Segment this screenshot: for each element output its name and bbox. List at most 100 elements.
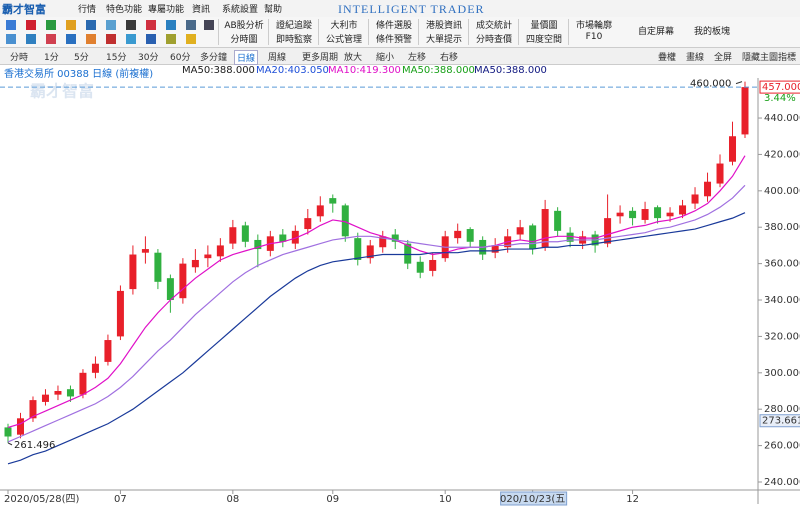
- period-button[interactable]: 縮小: [376, 53, 395, 63]
- toolbar-button[interactable]: 自定屏幕: [637, 27, 674, 37]
- toolbar-button[interactable]: 四度空間: [525, 35, 562, 45]
- candle-body: [191, 259, 199, 268]
- candle-body: [166, 278, 174, 301]
- candle-body: [116, 290, 124, 337]
- period-button[interactable]: 周線: [268, 53, 287, 63]
- period-button[interactable]: 5分: [74, 53, 89, 63]
- change-label: 3.44%: [764, 93, 796, 104]
- toolbar-button[interactable]: 公式管理: [325, 35, 362, 45]
- candle-body: [354, 238, 362, 260]
- toolbar-button[interactable]: F10: [585, 32, 603, 42]
- toolbar-button[interactable]: 證紀追蹤: [275, 21, 312, 31]
- toolbar-button[interactable]: 分時圖: [230, 35, 258, 45]
- annotation-label: 261.496: [14, 440, 55, 451]
- candle-body: [604, 218, 612, 244]
- candle-body: [104, 340, 112, 362]
- candle-body: [79, 372, 87, 395]
- menu-item[interactable]: 專屬功能: [148, 5, 185, 15]
- menu-item[interactable]: 資訊: [192, 5, 211, 15]
- period-button[interactable]: 1分: [44, 53, 59, 63]
- candle-body: [679, 205, 687, 215]
- period-button[interactable]: 疊權: [658, 53, 677, 63]
- y-tick-label: 380.000: [764, 222, 800, 233]
- period-button[interactable]: 畫線: [686, 53, 705, 63]
- toolbar-button[interactable]: 大利市: [330, 21, 358, 31]
- menu-item[interactable]: 行情: [78, 5, 97, 15]
- toolbar-button[interactable]: 條件選股: [375, 21, 412, 31]
- candle-body: [129, 254, 137, 290]
- candle-body: [216, 245, 224, 257]
- period-button[interactable]: 分時: [10, 53, 29, 63]
- candle-body: [729, 136, 737, 162]
- period-bar: 分時 1分 5分 15分 30分 60分 多分鐘 日線 周線 更多周期 放大 縮小 左移 右移 疊權 畫線 全屏…: [0, 48, 800, 65]
- toolbar-button[interactable]: AB股分析: [224, 21, 264, 31]
- period-button[interactable]: 日線: [234, 50, 259, 65]
- candle-body: [379, 236, 387, 248]
- period-button[interactable]: 更多周期: [302, 53, 339, 63]
- last-price-box: [759, 80, 800, 94]
- y-tick-label: 360.000: [764, 259, 800, 270]
- toolbar-button[interactable]: 市場輪廓: [575, 21, 612, 31]
- y-tick-label: 400.000: [764, 186, 800, 197]
- ma-label: MA10:419.300: [328, 65, 401, 76]
- y-tick-label: 260.000: [764, 441, 800, 452]
- separator: [218, 19, 219, 45]
- ma-line: [7, 212, 746, 465]
- toolbar-button[interactable]: 分時查價: [475, 35, 512, 45]
- candle-body: [204, 254, 212, 259]
- info-line: 香港交易所 00388 日線 (前複權) MA50:388.000 MA20:40…: [0, 64, 800, 80]
- candle-body: [454, 230, 462, 239]
- y-tick-label: 240.000: [764, 477, 800, 488]
- candle-body: [466, 229, 474, 242]
- icon[interactable]: [6, 20, 214, 44]
- y-tick-label: 440.000: [764, 113, 800, 124]
- x-tick-label: 10: [439, 494, 452, 505]
- annotation-label: 460.000: [690, 79, 731, 90]
- ma-label: MA50:388.000: [182, 65, 255, 76]
- period-button[interactable]: 放大: [344, 53, 363, 63]
- ma-label: MA50:388.000: [402, 65, 475, 76]
- menu-item[interactable]: 系統設置: [222, 5, 259, 15]
- app-title: INTELLIGENT TRADER: [338, 2, 485, 16]
- candle-body: [366, 245, 374, 259]
- toolbar-button[interactable]: 大單提示: [425, 35, 462, 45]
- x-tick-label: 12: [626, 494, 639, 505]
- toolbar-button[interactable]: 我的板塊: [693, 27, 730, 37]
- y-tick-label: 320.000: [764, 331, 800, 342]
- candle-body: [654, 207, 662, 219]
- ma-line: [7, 155, 746, 428]
- separator: [318, 19, 319, 45]
- toolbar-button[interactable]: 量價圖: [530, 21, 558, 31]
- menu-item[interactable]: 幫助: [264, 5, 283, 15]
- x-tick-label: 09: [326, 494, 339, 505]
- candle-body: [691, 194, 699, 204]
- menu-bar: 霸才智富 INTELLIGENT TRADER 行情 特色功能 專屬功能 資訊 系統設置…: [0, 0, 800, 18]
- period-button[interactable]: 60分: [170, 53, 191, 63]
- candle-body: [329, 198, 337, 204]
- candle-body: [179, 263, 187, 299]
- candle-body: [541, 209, 549, 248]
- menu-item[interactable]: 特色功能: [106, 5, 143, 15]
- candle-body: [279, 234, 287, 242]
- period-button[interactable]: 多分鐘: [200, 53, 228, 63]
- toolbar-button[interactable]: 港股資訊: [425, 21, 462, 31]
- period-button[interactable]: 隱藏主圖指標: [742, 53, 797, 63]
- toolbar-button[interactable]: 成交統計: [475, 21, 512, 31]
- candle-body: [304, 218, 312, 230]
- candle-body: [629, 210, 637, 219]
- candle-body: [491, 245, 499, 253]
- period-button[interactable]: 左移: [408, 53, 427, 63]
- candle-body: [566, 232, 574, 242]
- candle-body: [704, 181, 712, 197]
- toolbar-button[interactable]: 條件預警: [375, 35, 412, 45]
- period-button[interactable]: 30分: [138, 53, 159, 63]
- toolbar-icons: [6, 20, 214, 44]
- separator: [568, 19, 569, 45]
- period-button[interactable]: 15分: [106, 53, 127, 63]
- watermark: 霸才智富: [30, 82, 94, 101]
- period-button[interactable]: 全屏: [714, 53, 733, 63]
- period-button[interactable]: 右移: [440, 53, 459, 63]
- toolbar-button[interactable]: 即時監察: [275, 35, 312, 45]
